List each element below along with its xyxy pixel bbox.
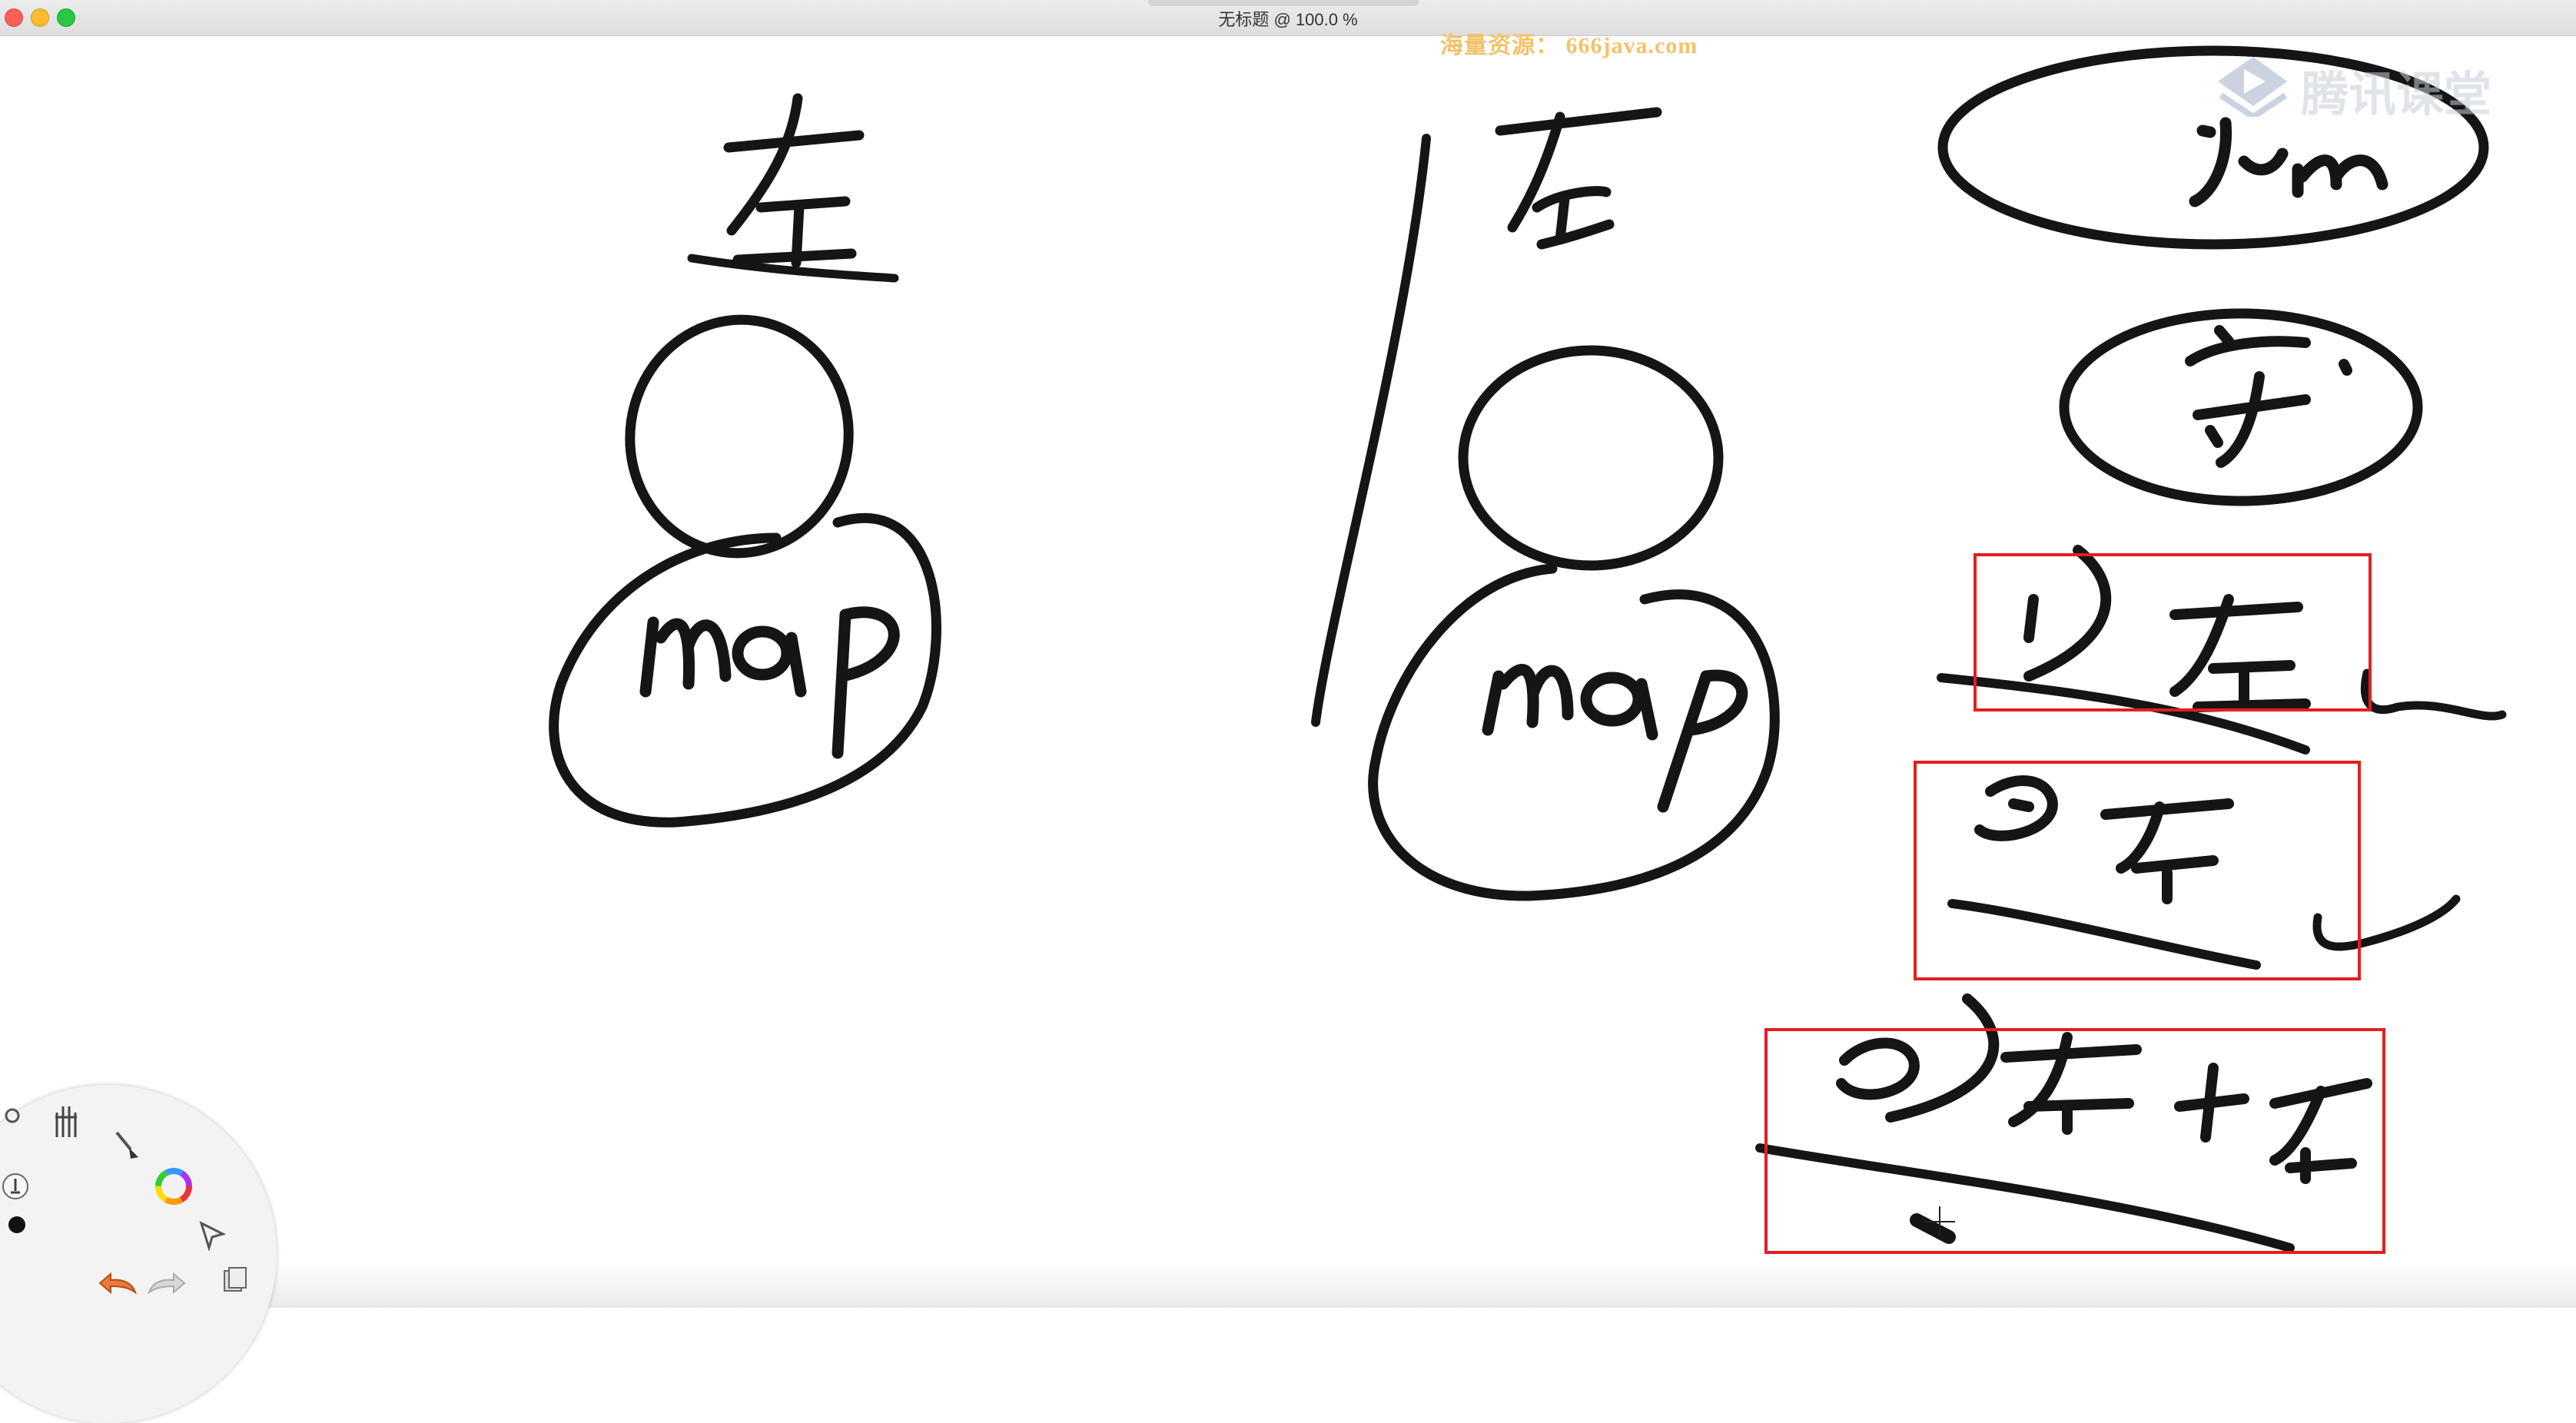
circle-map-left <box>549 512 941 828</box>
brush-icon[interactable] <box>105 1123 148 1166</box>
handwriting-map-left <box>639 606 900 759</box>
title-bar: 无标题 @ 100.0 % <box>0 0 2576 36</box>
handwriting-jvm <box>2189 117 2388 207</box>
hand-icon[interactable] <box>45 1099 88 1142</box>
circle-upper-left <box>625 314 854 559</box>
color-wheel-icon[interactable] <box>152 1165 195 1208</box>
handwriting-item-2 <box>1947 775 2461 970</box>
play-icon <box>2218 57 2288 117</box>
divider-line <box>1311 134 1431 727</box>
circle-shou <box>2059 308 2423 506</box>
layers-icon[interactable] <box>212 1259 255 1302</box>
highlight-box-2 <box>1914 761 2361 980</box>
select-arrow-icon[interactable] <box>191 1214 234 1257</box>
redo-icon[interactable] <box>146 1262 189 1305</box>
highlight-box-1 <box>1973 553 2372 712</box>
brand-logo-text: 腾讯课堂 <box>2301 66 2492 122</box>
close-button[interactable] <box>5 8 23 27</box>
circle-upper-middle <box>1458 345 1724 571</box>
brand-logo: 腾讯课堂 <box>2210 51 2502 122</box>
handwriting-shou <box>2185 325 2352 468</box>
handwriting-you-middle <box>1495 107 1662 250</box>
highlight-box-3 <box>1764 1028 2385 1254</box>
handwriting-map-middle <box>1482 664 1748 813</box>
bottom-shade <box>0 1262 2576 1308</box>
tab-strip <box>1148 0 1419 6</box>
color-dot-icon[interactable] <box>0 1203 38 1246</box>
handwriting-zuo-left <box>687 93 899 283</box>
drawing-canvas[interactable] <box>0 36 2576 1308</box>
pen-size-icon[interactable] <box>0 1165 37 1208</box>
undo-icon[interactable] <box>95 1262 138 1305</box>
window-title: 无标题 @ 100.0 % <box>1218 10 1358 29</box>
handwriting-item-3 <box>1755 993 2372 1252</box>
circle-map-middle <box>1368 563 1780 901</box>
crosshair-cursor-icon <box>1924 1206 1955 1237</box>
gear-icon[interactable] <box>0 1094 34 1137</box>
maximize-button[interactable] <box>57 8 75 27</box>
minimize-button[interactable] <box>31 8 49 27</box>
handwriting-item-1 <box>1937 545 2507 755</box>
circle-jvm <box>1937 45 2489 250</box>
watermark-text: 海量资源： 666java.com <box>1440 33 1698 58</box>
